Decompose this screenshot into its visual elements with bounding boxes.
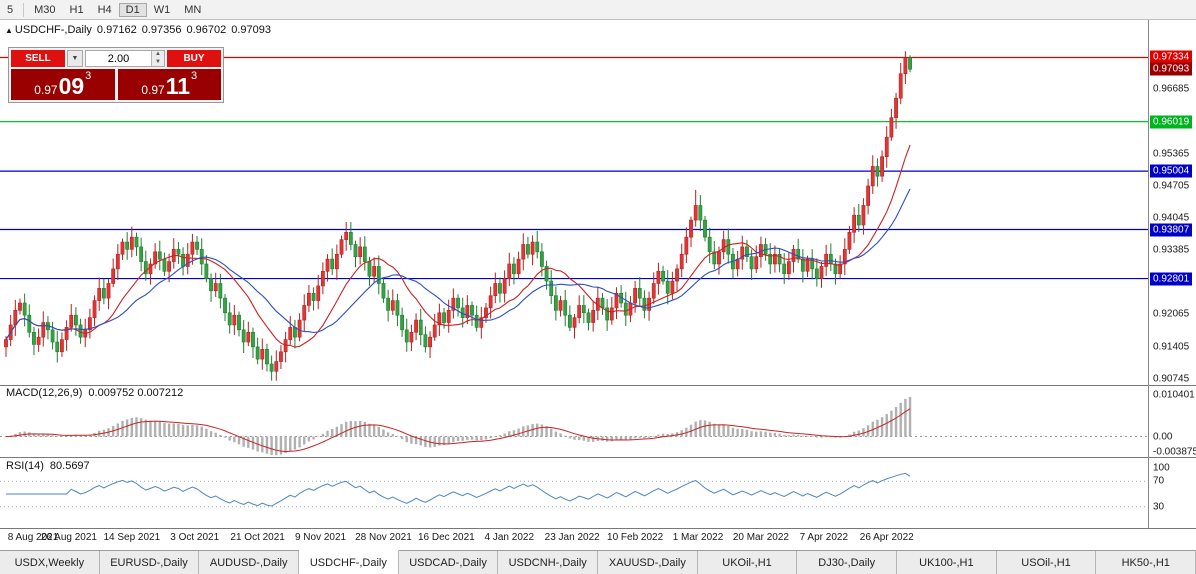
volume-field-wrap: ▲ ▼ xyxy=(85,50,165,67)
macd-pane-title: MACD(12,26,9) 0.009752 0.007212 xyxy=(6,387,189,399)
price-tag-level-green: 0.96019 xyxy=(1150,115,1193,129)
macd-axis-label: 0.00 xyxy=(1153,431,1173,443)
candlestick-chart[interactable] xyxy=(0,20,1196,550)
tab-eurusd-daily[interactable]: EURUSD-,Daily xyxy=(99,551,200,574)
tab-ukoil-h1[interactable]: UKOil-,H1 xyxy=(697,551,798,574)
tab-usdcnh-daily[interactable]: USDCNH-,Daily xyxy=(498,551,599,574)
date-label: 26 Aug 2021 xyxy=(40,532,97,543)
buy-price-big: 11 xyxy=(165,73,191,99)
tab-hk50-h1[interactable]: HK50-,H1 xyxy=(1096,551,1196,574)
date-label: 16 Dec 2021 xyxy=(418,532,475,543)
tab-usdx-weekly[interactable]: USDX,Weekly xyxy=(0,551,100,574)
chart-tabbar: USDX,Weekly EURUSD-,Daily AUDUSD-,Daily USD… xyxy=(0,550,1196,574)
rsi-axis-label: 30 xyxy=(1153,501,1165,513)
price-tag-level-red: 0.97334 xyxy=(1150,50,1193,64)
price-axis-label: 0.91405 xyxy=(1153,341,1190,353)
date-label: 7 Apr 2022 xyxy=(799,532,849,543)
ohlc-low: 0.96702 xyxy=(186,24,227,36)
price-tag-current: 0.97093 xyxy=(1150,62,1193,76)
price-tag-level-blue: 0.92801 xyxy=(1150,272,1193,286)
tab-usdcad-daily[interactable]: USDCAD-,Daily xyxy=(398,551,499,574)
date-label: 28 Nov 2021 xyxy=(355,532,412,543)
timeframe-toolbar: 5 M30 H1 H4 D1 W1 MN xyxy=(0,0,1196,20)
price-axis-label: 0.95365 xyxy=(1153,148,1190,160)
sell-price-sup: 3 xyxy=(85,70,92,82)
date-label: 9 Nov 2021 xyxy=(294,532,347,543)
price-level-lines xyxy=(0,56,1149,280)
date-label: 1 Mar 2022 xyxy=(672,532,724,543)
one-click-trading-panel: SELL ▼ ▲ ▼ BUY 0.97 09 3 0.9 xyxy=(8,47,224,103)
macd-signal-line xyxy=(5,408,911,453)
volume-spinner: ▲ ▼ xyxy=(151,51,164,66)
ma-fast-line xyxy=(5,144,911,348)
timeframe-h1[interactable]: H1 xyxy=(69,3,84,16)
macd-axis-label: -0.003875 xyxy=(1153,446,1196,458)
ma-slow-line xyxy=(5,188,911,340)
chart-symbol: USDCHF-,Daily xyxy=(14,24,92,36)
tab-uk100-h1[interactable]: UK100-,H1 xyxy=(897,551,997,574)
sell-button[interactable]: SELL xyxy=(11,50,65,67)
sell-price-big: 09 xyxy=(58,73,85,99)
spin-up-icon[interactable]: ▲ xyxy=(152,51,164,59)
spin-down-icon[interactable]: ▼ xyxy=(152,58,164,66)
macd-histogram xyxy=(4,397,912,456)
chart-marker-icon: ▲ xyxy=(5,26,13,35)
buy-price-base: 0.97 xyxy=(141,83,165,97)
date-label: 23 Jan 2022 xyxy=(544,532,600,543)
timeframe-m30[interactable]: M30 xyxy=(34,3,56,16)
timeframe-h4[interactable]: H4 xyxy=(97,3,112,16)
timeframe-5[interactable]: 5 xyxy=(7,3,14,16)
date-label: 20 Mar 2022 xyxy=(732,532,789,543)
date-label: 14 Sep 2021 xyxy=(103,532,161,543)
date-label: 3 Oct 2021 xyxy=(170,532,220,543)
price-axis-label: 0.94045 xyxy=(1153,212,1190,224)
tab-xauusd-daily[interactable]: XAUUSD-,Daily xyxy=(598,551,698,574)
volume-input[interactable] xyxy=(86,51,151,66)
ohlc-open: 0.97162 xyxy=(96,24,137,36)
chart-area: ▲ USDCHF-,Daily 0.97162 0.97356 0.96702 0.970… xyxy=(0,20,1196,550)
macd-axis-label: 0.010401 xyxy=(1153,389,1195,401)
chart-title: ▲ USDCHF-,Daily 0.97162 0.97356 0.96702 0.970… xyxy=(5,24,276,36)
sell-price-base: 0.97 xyxy=(34,83,58,97)
buy-button[interactable]: BUY xyxy=(167,50,221,67)
candles xyxy=(4,51,912,381)
tab-audusd-daily[interactable]: AUDUSD-,Daily xyxy=(199,551,300,574)
volume-dropdown-icon[interactable]: ▼ xyxy=(67,50,83,67)
ohlc-high: 0.97356 xyxy=(141,24,182,36)
tab-dj30-daily[interactable]: DJ30-,Daily xyxy=(797,551,898,574)
timeframe-w1[interactable]: W1 xyxy=(153,3,171,16)
rsi-line xyxy=(6,472,911,507)
price-axis-label: 0.94705 xyxy=(1153,180,1190,192)
rsi-pane-title: RSI(14) 80.5697 xyxy=(6,460,96,472)
rsi-value: 80.5697 xyxy=(49,460,90,472)
price-axis-label: 0.90745 xyxy=(1153,373,1190,385)
price-axis-label: 0.96685 xyxy=(1153,83,1190,95)
tab-usdchf-daily[interactable]: USDCHF-,Daily xyxy=(299,550,399,574)
macd-label: MACD(12,26,9) xyxy=(6,387,83,399)
timeframe-d1[interactable]: D1 xyxy=(118,2,147,17)
date-label: 4 Jan 2022 xyxy=(484,532,535,543)
buy-price-display[interactable]: 0.97 11 3 xyxy=(117,69,221,100)
date-label: 26 Apr 2022 xyxy=(859,532,914,543)
rsi-label: RSI(14) xyxy=(6,460,44,472)
rsi-axis-label: 100 xyxy=(1153,462,1170,474)
sell-price-display[interactable]: 0.97 09 3 xyxy=(11,69,115,100)
ohlc-close: 0.97093 xyxy=(231,24,271,36)
date-label: 10 Feb 2022 xyxy=(607,532,664,543)
timeframe-mn[interactable]: MN xyxy=(184,3,202,16)
date-label: 8 Aug 2021 xyxy=(7,532,59,543)
macd-values: 0.009752 0.007212 xyxy=(88,387,184,399)
price-axis-label: 0.92065 xyxy=(1153,308,1190,320)
price-axis-label: 0.93385 xyxy=(1153,244,1190,256)
price-tag-level-blue: 0.93807 xyxy=(1150,223,1193,236)
date-label: 21 Oct 2021 xyxy=(230,532,285,543)
rsi-axis-label: 70 xyxy=(1153,475,1165,487)
price-tag-level-blue: 0.95004 xyxy=(1150,164,1193,178)
tab-usoil-h1[interactable]: USOil-,H1 xyxy=(996,551,1097,574)
toolbar-separator xyxy=(23,2,25,17)
buy-price-sup: 3 xyxy=(191,70,198,82)
